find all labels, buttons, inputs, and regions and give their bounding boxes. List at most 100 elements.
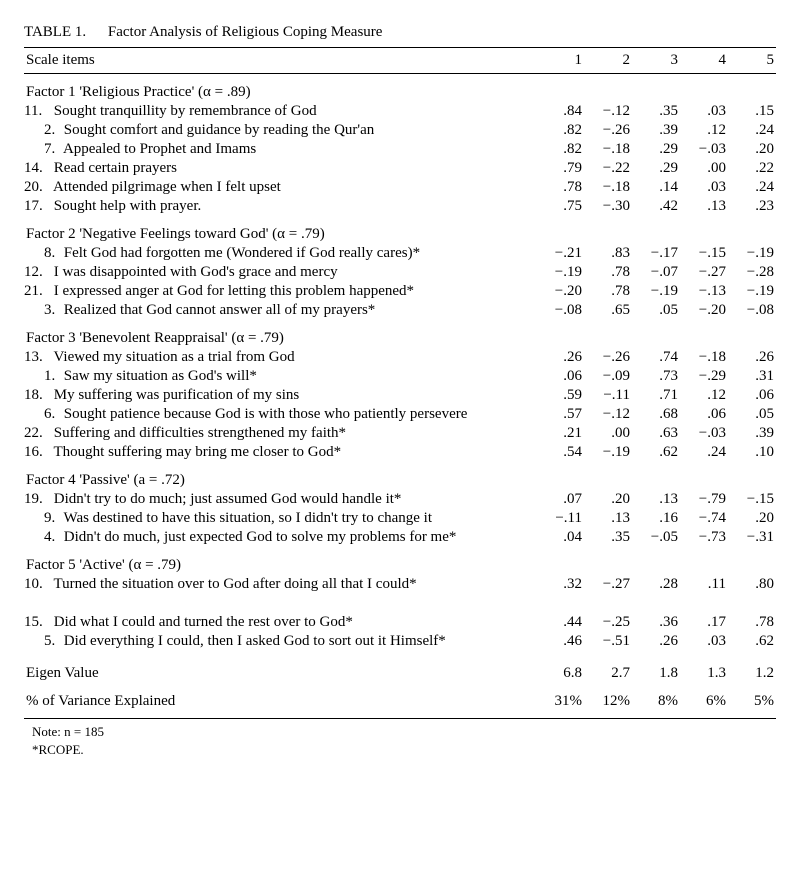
factor-heading: Factor 5 'Active' (α = .79): [24, 547, 776, 575]
factor-heading-row: Factor 1 'Religious Practice' (α = .89): [24, 74, 776, 103]
header-col-5: 5: [728, 48, 776, 74]
item-number: 19.: [24, 491, 50, 508]
loading-cell: .39: [632, 121, 680, 140]
table-row: 13. Viewed my situation as a trial from …: [24, 348, 776, 367]
table-row: 7. Appealed to Prophet and Imams.82−.18.…: [24, 140, 776, 159]
scale-item-cell: 1. Saw my situation as God's will*: [24, 367, 536, 386]
loading-cell: −.15: [728, 490, 776, 509]
loading-cell: .03: [680, 102, 728, 121]
note-line: Note: n = 185: [32, 723, 776, 741]
table-title: Factor Analysis of Religious Coping Meas…: [108, 24, 383, 40]
scale-item-cell: 3. Realized that God cannot answer all o…: [24, 301, 536, 320]
loading-cell: .36: [632, 613, 680, 632]
loading-cell: .17: [680, 613, 728, 632]
loading-cell: .15: [728, 102, 776, 121]
item-text: Viewed my situation as a trial from God: [53, 349, 294, 365]
item-text: Read certain prayers: [54, 160, 177, 176]
loading-cell: .82: [536, 121, 584, 140]
item-number: 17.: [24, 198, 50, 215]
scale-item-cell: 17. Sought help with prayer.: [24, 197, 536, 216]
factor-heading-row: Factor 5 'Active' (α = .79): [24, 547, 776, 575]
table-row: 20. Attended pilgrimage when I felt upse…: [24, 178, 776, 197]
loading-cell: .00: [680, 159, 728, 178]
loading-cell: .68: [632, 405, 680, 424]
loading-cell: .29: [632, 159, 680, 178]
table-container: TABLE 1. Factor Analysis of Religious Co…: [24, 24, 776, 758]
factor-heading-row: Factor 2 'Negative Feelings toward God' …: [24, 216, 776, 244]
header-col-3: 3: [632, 48, 680, 74]
scale-item-cell: 2. Sought comfort and guidance by readin…: [24, 121, 536, 140]
loading-cell: .59: [536, 386, 584, 405]
item-text: Saw my situation as God's will*: [64, 368, 257, 384]
loading-cell: .16: [632, 509, 680, 528]
loading-cell: .79: [536, 159, 584, 178]
item-text: Attended pilgrimage when I felt upset: [53, 179, 281, 195]
summary-value: 1.8: [632, 651, 680, 683]
scale-item-cell: 10. Turned the situation over to God aft…: [24, 575, 536, 594]
loading-cell: .00: [584, 424, 632, 443]
item-number: 22.: [24, 425, 50, 442]
loading-cell: .75: [536, 197, 584, 216]
loading-cell: −.03: [680, 140, 728, 159]
loading-cell: .32: [536, 575, 584, 594]
item-text: Felt God had forgotten me (Wondered if G…: [64, 245, 420, 261]
loading-cell: .12: [680, 386, 728, 405]
header-col-1: 1: [536, 48, 584, 74]
table-row: 17. Sought help with prayer..75−.30.42.1…: [24, 197, 776, 216]
table-title-row: TABLE 1. Factor Analysis of Religious Co…: [24, 24, 776, 48]
spacer-row: [24, 594, 776, 613]
loading-cell: .74: [632, 348, 680, 367]
item-number: 6.: [34, 406, 60, 423]
item-text: Thought suffering may bring me closer to…: [53, 444, 341, 460]
loading-cell: −.19: [584, 443, 632, 462]
table-row: 4. Didn't do much, just expected God to …: [24, 528, 776, 547]
scale-item-cell: 12. I was disappointed with God's grace …: [24, 263, 536, 282]
loading-cell: −.21: [536, 244, 584, 263]
loading-cell: −.12: [584, 102, 632, 121]
loading-cell: .21: [536, 424, 584, 443]
loading-cell: .11: [680, 575, 728, 594]
item-text: Sought patience because God is with thos…: [64, 406, 468, 422]
loading-cell: .06: [728, 386, 776, 405]
loading-cell: .04: [536, 528, 584, 547]
summary-value: 12%: [584, 683, 632, 719]
item-text: Was destined to have this situation, so …: [63, 510, 432, 526]
loading-cell: .26: [632, 632, 680, 651]
item-text: I expressed anger at God for letting thi…: [54, 283, 414, 299]
scale-item-cell: 19. Didn't try to do much; just assumed …: [24, 490, 536, 509]
loading-cell: .44: [536, 613, 584, 632]
loading-cell: −.20: [536, 282, 584, 301]
loading-cell: −.07: [632, 263, 680, 282]
loading-cell: −.19: [536, 263, 584, 282]
loading-cell: .31: [728, 367, 776, 386]
table-row: 16. Thought suffering may bring me close…: [24, 443, 776, 462]
scale-item-cell: 18. My suffering was purification of my …: [24, 386, 536, 405]
item-number: 12.: [24, 264, 50, 281]
loading-cell: .20: [728, 509, 776, 528]
summary-value: 6.8: [536, 651, 584, 683]
loading-cell: .05: [728, 405, 776, 424]
table-row: 8. Felt God had forgotten me (Wondered i…: [24, 244, 776, 263]
loading-cell: .26: [536, 348, 584, 367]
loading-cell: .63: [632, 424, 680, 443]
item-text: My suffering was purification of my sins: [54, 387, 300, 403]
loading-cell: .78: [584, 282, 632, 301]
loading-cell: .80: [728, 575, 776, 594]
loading-cell: .54: [536, 443, 584, 462]
loading-cell: .62: [728, 632, 776, 651]
loading-cell: .22: [728, 159, 776, 178]
item-number: 3.: [34, 302, 60, 319]
item-text: Sought tranquillity by remembrance of Go…: [54, 103, 317, 119]
item-text: Sought comfort and guidance by reading t…: [64, 122, 375, 138]
loading-cell: .35: [584, 528, 632, 547]
loading-cell: −.74: [680, 509, 728, 528]
item-number: 5.: [34, 633, 60, 650]
loading-cell: .24: [728, 121, 776, 140]
loading-cell: −.13: [680, 282, 728, 301]
table-row: 11. Sought tranquillity by remembrance o…: [24, 102, 776, 121]
loading-cell: −.12: [584, 405, 632, 424]
scale-item-cell: 22. Suffering and difficulties strengthe…: [24, 424, 536, 443]
loading-cell: .78: [584, 263, 632, 282]
factor-analysis-table: Scale items 1 2 3 4 5 Factor 1 'Religiou…: [24, 48, 776, 719]
summary-label: Eigen Value: [24, 651, 536, 683]
